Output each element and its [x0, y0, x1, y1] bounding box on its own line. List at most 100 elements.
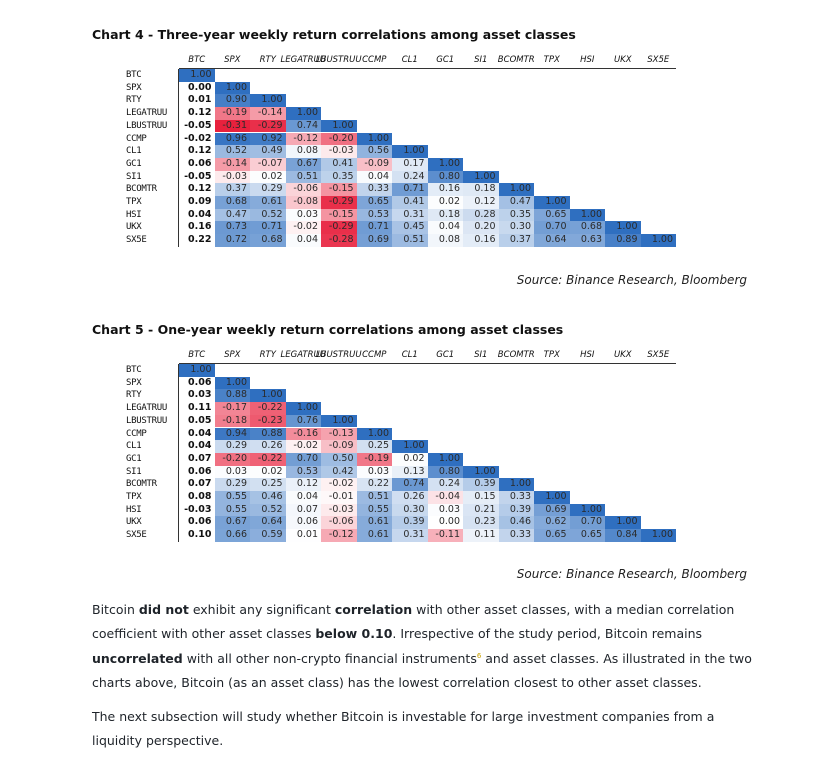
correlation-cell: 0.90	[214, 94, 250, 108]
column-header: LBUSTRUU	[315, 350, 362, 360]
correlation-cell: 0.29	[214, 440, 250, 453]
row-label: LBUSTRUU	[126, 415, 167, 426]
correlation-cell: 0.12	[179, 183, 215, 196]
correlation-cell: 1.00	[356, 132, 392, 146]
column-header: CL1	[401, 350, 418, 360]
column-header: TPX	[543, 55, 560, 65]
correlation-cell: -0.15	[321, 208, 357, 222]
correlation-cell: 0.21	[463, 503, 499, 517]
correlation-cell: 0.16	[427, 183, 463, 196]
correlation-cell: -0.22	[250, 452, 286, 466]
next-subsection-paragraph: The next subsection will study whether B…	[92, 709, 715, 748]
row-label: HSI	[126, 504, 142, 515]
correlation-cell: -0.14	[214, 157, 250, 171]
correlation-cell: -0.11	[427, 529, 463, 542]
row-label: UKX	[126, 222, 142, 233]
correlation-cell: 1.00	[214, 81, 250, 95]
correlation-cell: 0.92	[250, 132, 286, 146]
correlation-cell: -0.07	[250, 157, 286, 171]
correlation-cell: 1.00	[321, 414, 357, 428]
correlation-cell: 0.02	[392, 452, 428, 466]
correlation-cell: 0.67	[214, 516, 250, 530]
correlation-cell: 0.02	[250, 465, 286, 479]
correlation-cell: 0.00	[179, 81, 215, 95]
correlation-cell: -0.23	[250, 414, 286, 428]
correlation-cell: 0.03	[285, 208, 321, 222]
correlation-cell: 0.80	[427, 170, 463, 184]
correlation-cell: 0.08	[179, 491, 215, 504]
row-label: CL1	[126, 146, 142, 157]
row-label: TPX	[126, 197, 142, 207]
correlation-cell: 0.52	[214, 145, 250, 158]
column-header: CCMP	[362, 350, 387, 360]
correlation-cell: 0.31	[392, 529, 428, 542]
correlation-cell: 0.04	[356, 170, 392, 184]
correlation-cell: 1.00	[463, 170, 499, 184]
correlation-cell: 1.00	[179, 364, 215, 377]
correlation-cell: 0.07	[179, 452, 215, 466]
correlation-cell: 1.00	[534, 491, 570, 504]
correlation-cell: -0.29	[321, 221, 357, 235]
row-label: SPX	[126, 377, 142, 388]
correlation-cell: 0.04	[179, 427, 215, 441]
column-header: SX5E	[647, 350, 670, 360]
text: Bitcoin	[92, 602, 139, 617]
correlation-cell: -0.08	[285, 196, 321, 209]
correlation-cell: 0.84	[605, 529, 641, 542]
column-header: LEGATRUU	[280, 55, 326, 65]
correlation-cell: 1.00	[569, 208, 605, 222]
correlation-cell: 0.72	[214, 234, 250, 247]
correlation-cell: 0.68	[250, 234, 286, 247]
correlation-cell: 0.12	[285, 478, 321, 491]
row-label: BCOMTR	[126, 479, 157, 490]
correlation-cell: -0.16	[285, 427, 321, 441]
emphasis: uncorrelated	[92, 651, 183, 667]
correlation-cell: 0.18	[463, 183, 499, 196]
correlation-cell: -0.12	[321, 529, 357, 542]
correlation-cell: 0.71	[250, 221, 286, 235]
correlation-cell: 0.70	[285, 452, 321, 466]
row-label: SX5E	[126, 235, 147, 246]
correlation-cell: -0.02	[285, 221, 321, 235]
correlation-cell: 0.64	[534, 234, 570, 247]
row-label: CL1	[126, 441, 142, 452]
footnote-link[interactable]: 6	[476, 652, 482, 660]
summary-paragraph: Bitcoin did not exhibit any significant …	[92, 598, 752, 694]
correlation-cell: 1.00	[179, 69, 215, 82]
chart4-source: Source: Binance Research, Bloomberg	[516, 273, 747, 287]
correlation-cell: 0.51	[356, 491, 392, 504]
correlation-cell: 0.66	[214, 529, 250, 542]
correlation-cell: 0.12	[463, 196, 499, 209]
column-header: TPX	[543, 350, 560, 360]
correlation-cell: 0.46	[250, 491, 286, 504]
correlation-cell: -0.05	[179, 170, 215, 184]
correlation-cell: 0.42	[321, 465, 357, 479]
column-header: GC1	[436, 350, 455, 360]
correlation-cell: 0.20	[463, 221, 499, 235]
column-header: SPX	[224, 350, 241, 360]
correlation-cell: 0.52	[250, 503, 286, 517]
correlation-cell: 0.41	[321, 157, 357, 171]
correlation-cell: -0.03	[214, 170, 250, 184]
correlation-cell: 1.00	[321, 119, 357, 133]
correlation-cell: 0.65	[534, 529, 570, 542]
correlation-cell: 0.26	[250, 440, 286, 453]
column-header: SI1	[474, 350, 488, 360]
correlation-cell: 0.71	[392, 183, 428, 196]
correlation-cell: 0.80	[427, 465, 463, 479]
header-divider	[179, 68, 676, 69]
correlation-cell: 0.04	[285, 491, 321, 504]
correlation-cell: 0.61	[250, 196, 286, 209]
correlation-cell: 0.55	[214, 503, 250, 517]
correlation-cell: 0.06	[179, 465, 215, 479]
correlation-cell: -0.02	[321, 478, 357, 491]
column-header: LBUSTRUU	[315, 55, 362, 65]
text: with all other non-crypto financial inst…	[182, 651, 477, 667]
correlation-cell: 1.00	[392, 145, 428, 158]
row-label: SPX	[126, 82, 142, 93]
text: exhibit any significant	[188, 602, 335, 617]
correlation-cell: 1.00	[356, 427, 392, 441]
correlation-cell: 0.02	[427, 196, 463, 209]
correlation-cell: 0.23	[463, 516, 499, 530]
correlation-cell: 0.49	[250, 145, 286, 158]
